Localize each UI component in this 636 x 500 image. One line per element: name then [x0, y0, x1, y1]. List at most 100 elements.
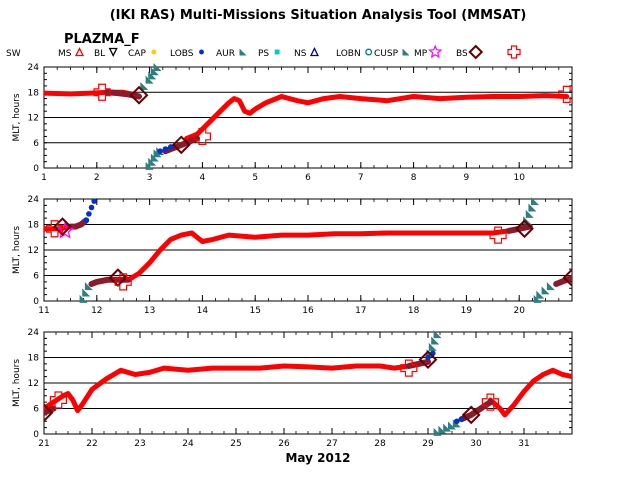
y-tick-label: 24 — [28, 328, 40, 338]
marker-aur — [145, 161, 154, 170]
y-tick-label: 12 — [28, 379, 39, 389]
marker-cross — [45, 220, 64, 238]
x-tick-label: 2 — [94, 173, 100, 183]
marker-bs — [515, 219, 534, 239]
marker-aur — [536, 290, 545, 299]
x-tick-label: 29 — [422, 439, 434, 449]
marker-aur — [145, 75, 154, 84]
legend-marker — [402, 48, 410, 56]
x-tick-label: 11 — [38, 306, 49, 316]
marker-aur — [448, 421, 456, 430]
legend-marker — [365, 48, 373, 56]
marker-aur — [150, 67, 159, 76]
legend-label: BS — [456, 49, 468, 59]
x-tick-label: 23 — [134, 439, 145, 449]
x-tick-label: 21 — [38, 439, 49, 449]
legend-marker — [108, 47, 118, 57]
legend-entry-lobn: LOBN — [336, 48, 373, 59]
marker-aur — [438, 425, 447, 434]
x-tick-label: 16 — [302, 306, 314, 316]
trajectory-ms — [104, 89, 142, 100]
legend-label: AUR — [216, 49, 235, 59]
legend-entry-cap: CAP — [128, 49, 157, 59]
legend-entry-bs: BS — [456, 44, 484, 60]
y-axis-label: MLT, hours — [12, 359, 22, 407]
marker-aur — [150, 153, 159, 162]
legend-entry-cusp: CUSP — [374, 48, 410, 59]
marker-cross — [481, 393, 499, 411]
marker-lobs — [425, 354, 431, 361]
legend-label: MP — [414, 49, 428, 59]
trajectory-ms — [88, 276, 132, 287]
legend-entry-sw: SW — [6, 49, 21, 59]
legend-label: MS — [58, 49, 72, 59]
y-tick-label: 0 — [33, 297, 39, 307]
marker-lobs — [157, 148, 163, 154]
x-tick-label: 15 — [249, 306, 260, 316]
legend-marker — [507, 45, 521, 59]
y-tick-label: 6 — [33, 139, 39, 149]
mlt-panel-2: 0 6 12 18 24 11 12 13 14 15 16 17 18 19 20 MLT, hours — [12, 195, 573, 316]
marker-lobs — [88, 204, 95, 211]
x-tick-label: 14 — [197, 306, 209, 316]
marker-lobs — [454, 418, 460, 425]
marker-aur — [148, 157, 157, 166]
marker-bs — [562, 268, 572, 288]
x-tick-label: 25 — [230, 439, 241, 449]
y-tick-label: 0 — [33, 164, 39, 174]
trajectory-sw — [487, 367, 572, 418]
marker-aur — [428, 342, 437, 351]
marker-lobs — [458, 416, 465, 422]
marker-cross — [400, 359, 418, 377]
marker-aur — [531, 197, 540, 206]
x-tick-label: 20 — [513, 306, 525, 316]
x-tick-label: 13 — [144, 306, 155, 316]
legend-entry-bl: BL — [94, 47, 118, 59]
marker-lobs — [91, 198, 97, 204]
y-tick-label: 24 — [28, 63, 40, 73]
x-tick-label: 31 — [518, 439, 529, 449]
marker-aur — [82, 288, 91, 297]
x-tick-label: 7 — [358, 173, 364, 183]
x-tick-label: 5 — [252, 173, 258, 183]
marker-mp — [56, 221, 75, 239]
y-tick-label: 0 — [33, 430, 39, 440]
legend-entry-aur: AUR — [216, 48, 247, 59]
y-tick-label: 18 — [28, 221, 40, 231]
legend-marker — [274, 49, 280, 55]
marker-aur — [443, 423, 452, 432]
x-tick-label: 12 — [91, 306, 102, 316]
legend-entry-cross — [507, 45, 521, 59]
trajectory-ms — [553, 274, 572, 287]
marker-aur — [546, 282, 555, 291]
x-tick-label: 10 — [513, 173, 525, 183]
marker-bs — [129, 85, 149, 105]
y-tick-label: 12 — [28, 114, 39, 124]
marker-bs — [44, 403, 54, 423]
trajectory-sw — [184, 93, 570, 141]
trajectory-sw — [65, 363, 412, 414]
marker-cross — [558, 85, 572, 103]
marker-aur — [84, 282, 93, 291]
legend-label: BL — [94, 49, 105, 59]
marker-aur — [79, 294, 88, 303]
legend-marker — [74, 47, 85, 57]
mlt-panel-3: 0 6 12 18 24 21 22 23 24 25 26 27 28 29 30 31 MLT, hours — [12, 328, 573, 449]
legend-entry-ms: MS — [58, 47, 85, 59]
legend-label: CUSP — [374, 49, 399, 59]
trajectory-ms — [505, 223, 533, 234]
marker-aur — [433, 427, 442, 436]
legend-marker — [428, 44, 443, 59]
spacecraft-label: PLAZMA_F — [64, 32, 140, 47]
marker-cross — [114, 273, 132, 291]
x-tick-label: 19 — [461, 306, 473, 316]
panel-data — [44, 330, 572, 436]
legend-marker — [309, 47, 320, 57]
y-axis-label: MLT, hours — [12, 226, 22, 274]
marker-cross — [93, 83, 111, 101]
legend-entry-mp: MP — [414, 44, 443, 59]
x-tick-label: 18 — [408, 306, 420, 316]
marker-lobs — [86, 211, 92, 217]
